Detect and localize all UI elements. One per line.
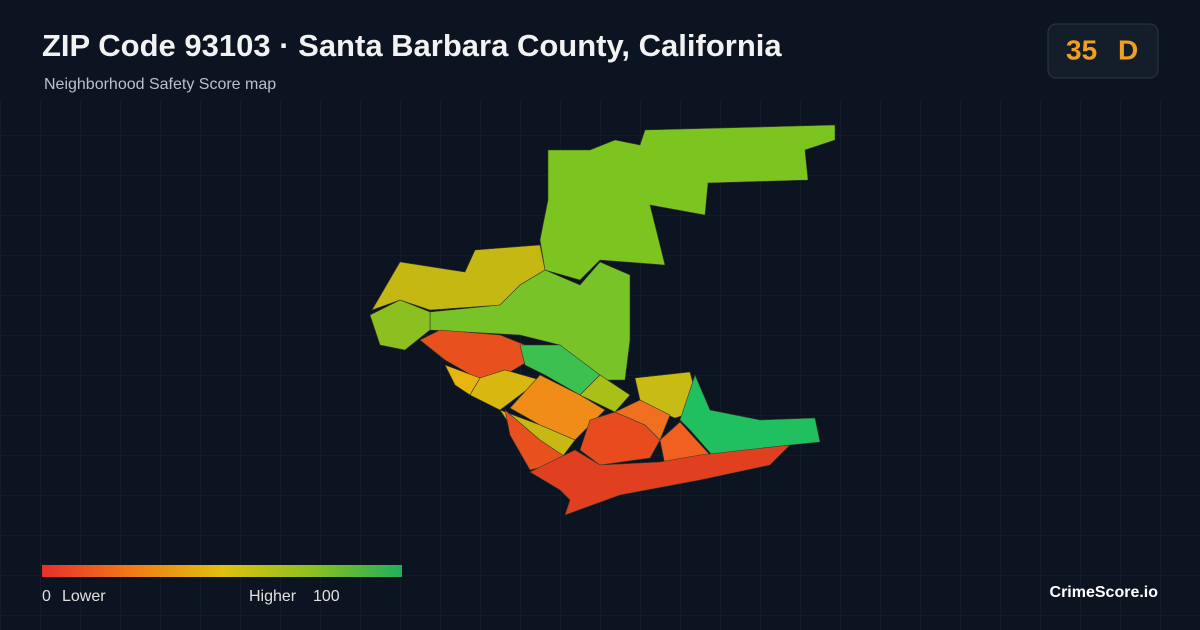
score: 35 [1066,34,1097,65]
legend-min: 0 [42,588,51,605]
legend-min-label: Lower [62,588,106,605]
title: ZIP Code 93103 · Santa Barbara County, C… [42,28,782,63]
legend-max-label: Higher [249,588,297,605]
score-badge [1047,23,1159,79]
zip-map [369,124,836,516]
subtitle: Neighborhood Safety Score map [44,76,276,93]
legend-bar [42,565,402,577]
legend-max: 100 [313,588,340,605]
brand: CrimeScore.io [1050,584,1159,601]
grade: D [1118,34,1138,65]
